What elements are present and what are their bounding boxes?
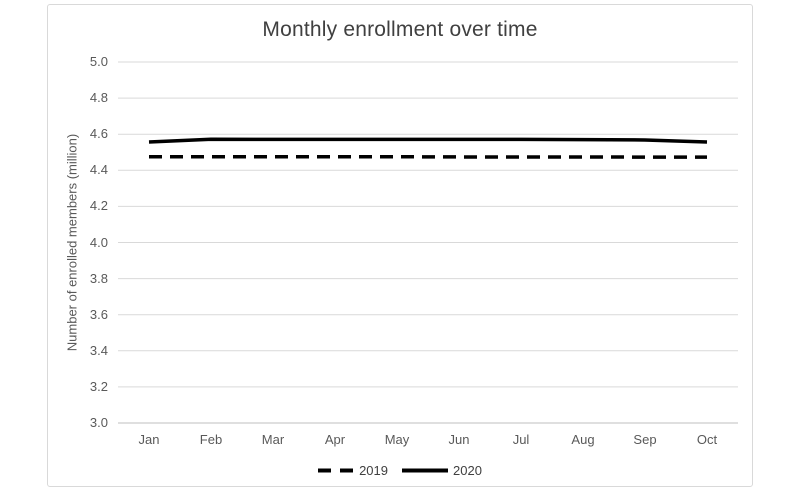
y-tick-label: 4.4 (89, 162, 108, 178)
legend-sample-solid-line (402, 468, 448, 473)
x-tick-label: Aug (571, 432, 595, 447)
legend-label: 2020 (453, 463, 482, 478)
y-tick-label: 4.2 (89, 198, 108, 214)
y-tick-label: 5.0 (89, 54, 108, 69)
x-tick-label: Jun (448, 432, 470, 447)
legend-entry-2019: 2019 (318, 463, 388, 478)
x-tick-label: Jan (138, 432, 160, 447)
x-tick-label: Feb (199, 432, 223, 447)
y-tick-label: 3.0 (89, 415, 108, 430)
legend-entry-2020: 2020 (402, 463, 482, 478)
series-line-2020 (148, 137, 708, 144)
x-tick-label: May (384, 432, 410, 447)
x-tick-label: Jul (512, 432, 530, 447)
chart-title: Monthly enrollment over time (262, 18, 538, 41)
chart-border (47, 4, 753, 487)
y-tick-label: 4.6 (89, 126, 108, 142)
y-tick-label: 3.4 (89, 342, 108, 358)
y-tick-label: 4.8 (89, 90, 108, 106)
x-tick-label: Sep (633, 432, 657, 447)
legend-sample-dashed-line (318, 468, 355, 473)
y-tick-label: 3.6 (89, 306, 108, 322)
y-tick-label: 3.2 (89, 378, 108, 394)
x-tick-label: Apr (324, 432, 346, 447)
legend-label: 2019 (359, 463, 388, 478)
y-tick-label: 3.8 (89, 270, 108, 286)
y-tick-label: 4.0 (89, 234, 108, 250)
x-tick-label: Mar (261, 432, 285, 447)
x-tick-label: Oct (696, 432, 718, 447)
legend: 2019 2020 (47, 462, 753, 479)
